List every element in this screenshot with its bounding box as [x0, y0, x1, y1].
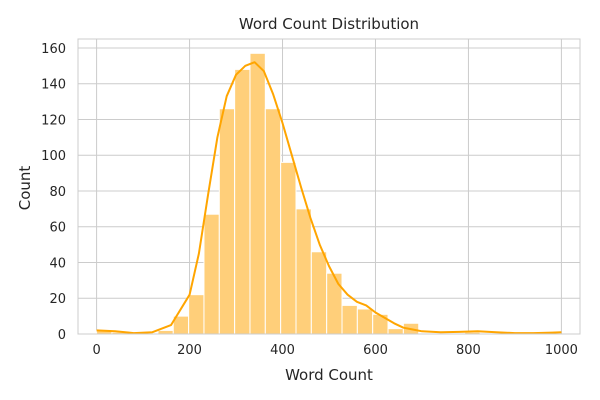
y-tick-label: 40 [49, 256, 66, 271]
gridlines [78, 39, 580, 335]
y-tick-label: 0 [58, 328, 66, 343]
histogram-bar [372, 313, 389, 335]
kde-curve-group [96, 61, 562, 335]
x-tick-label: 400 [270, 343, 295, 358]
histogram-bar [280, 161, 297, 335]
histogram-bar [264, 108, 282, 335]
kde-curve [96, 61, 562, 335]
histogram-bar [356, 308, 374, 335]
x-tick-label: 600 [363, 343, 388, 358]
y-tick-label: 100 [41, 149, 66, 164]
histogram-bar [234, 68, 251, 335]
y-tick-label: 120 [41, 113, 66, 128]
histogram-bar [341, 304, 358, 335]
histogram-bar [249, 52, 266, 335]
histogram-bar [157, 329, 174, 335]
x-tick-label: 200 [177, 343, 202, 358]
histogram-bar [295, 208, 312, 335]
x-tick-label: 800 [456, 343, 481, 358]
tick-labels: 0 200 400 600 800 1000 0 20 40 60 80 100 120 140 160 [41, 42, 578, 358]
plot-frame [77, 38, 581, 335]
y-tick-label: 160 [41, 42, 66, 57]
y-tick-label: 80 [49, 185, 66, 200]
histogram-bar [188, 294, 205, 335]
histogram-bar [326, 272, 343, 335]
x-tick-label: 1000 [545, 343, 578, 358]
y-tick-label: 140 [41, 78, 66, 93]
histogram-bar [387, 328, 404, 335]
x-axis-label: Word Count [285, 366, 373, 384]
x-tick-label: 0 [92, 343, 100, 358]
chart-title: Word Count Distribution [239, 15, 419, 33]
y-tick-label: 20 [49, 292, 66, 307]
y-axis-label: Count [16, 166, 34, 211]
histogram-bar [310, 251, 328, 335]
histogram-bar [203, 213, 220, 335]
y-tick-label: 60 [49, 221, 66, 236]
histogram-bar [218, 108, 236, 335]
